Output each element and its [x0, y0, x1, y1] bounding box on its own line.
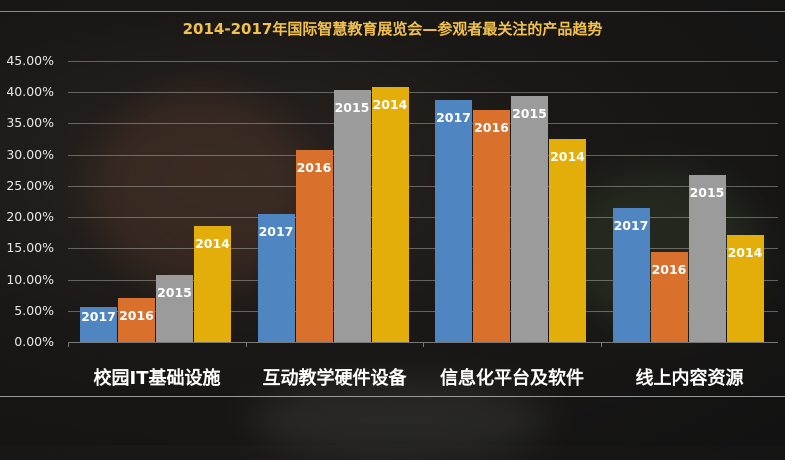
bar-2016: 2016: [473, 109, 510, 342]
x-category-label: 信息化平台及软件: [440, 368, 584, 389]
top-divider: [0, 11, 785, 12]
x-category-label: 校园IT基础设施: [93, 368, 221, 389]
bar-series-label: 2016: [119, 308, 154, 324]
y-tick-label: 40.00%: [6, 84, 54, 100]
x-category-label: 线上内容资源: [635, 368, 744, 389]
y-tick-label: 25.00%: [6, 177, 54, 193]
y-tick-label: 10.00%: [6, 271, 54, 287]
bar-series-label: 2015: [689, 184, 725, 200]
bar-2014: 2014: [194, 225, 231, 342]
bar-series-label: 2016: [474, 119, 509, 135]
bar-2017: 2017: [257, 214, 295, 342]
x-category-label: 互动教学硬件设备: [262, 368, 407, 389]
bar-2015: 2015: [156, 275, 193, 342]
bar-2017: 2017: [435, 99, 472, 342]
bar-series-label: 2017: [613, 217, 649, 233]
gridline: [68, 154, 778, 156]
x-tick: [600, 342, 602, 347]
bar-series-label: 2017: [436, 109, 471, 125]
bar-series-label: 2016: [296, 159, 332, 175]
bar-series-label: 2017: [258, 224, 294, 239]
bar-2014: 2014: [726, 235, 764, 342]
bar-2016: 2016: [650, 252, 688, 342]
chart-title: 2014-2017年国际智慧教育展览会—参观者最关注的产品趋势: [182, 20, 603, 38]
bar-series-label: 2015: [512, 105, 547, 121]
bar-2014: 2014: [371, 86, 409, 342]
bar-series-label: 2014: [727, 245, 763, 261]
y-tick-label: 5.00%: [14, 302, 54, 318]
background-photo-blur: [250, 380, 550, 460]
bar-2015: 2015: [511, 95, 548, 342]
bar-series-label: 2014: [195, 235, 230, 251]
y-tick-label: 35.00%: [6, 115, 54, 131]
y-tick-label: 45.00%: [6, 53, 54, 68]
x-tick: [245, 342, 247, 347]
bar-series-label: 2016: [651, 262, 687, 278]
bar-series-label: 2015: [157, 285, 192, 301]
gridline: [68, 310, 778, 312]
gridline: [68, 123, 778, 125]
gridline: [68, 279, 778, 281]
bar-series-label: 2015: [334, 99, 370, 115]
x-tick: [423, 342, 424, 347]
gridline: [68, 248, 778, 250]
bar-2015: 2015: [688, 174, 726, 342]
y-tick-label: 30.00%: [6, 146, 54, 162]
bar-2017: 2017: [80, 307, 117, 342]
bar-2014: 2014: [549, 139, 586, 342]
gridline: [68, 185, 778, 187]
bar-2016: 2016: [118, 298, 155, 342]
bar-series-label: 2014: [372, 96, 408, 112]
bar-2015: 2015: [333, 89, 371, 342]
bar-series-label: 2014: [550, 149, 585, 165]
gridline: [68, 92, 778, 94]
bottom-divider: [0, 396, 785, 397]
y-tick-label: 20.00%: [6, 209, 54, 225]
bar-series-label: 2017: [81, 309, 116, 325]
bar-2016: 2016: [295, 149, 333, 342]
x-tick: [68, 342, 69, 347]
bar-2017: 2017: [612, 207, 650, 342]
y-tick-label: 15.00%: [6, 240, 54, 256]
plot-area: 2017 2016 2015 2014 2017 2016 2015 2014 2017 2016…: [68, 61, 778, 342]
y-tick-label: 0.00%: [14, 334, 54, 349]
gridline: [68, 217, 778, 219]
gridline: [68, 61, 778, 62]
